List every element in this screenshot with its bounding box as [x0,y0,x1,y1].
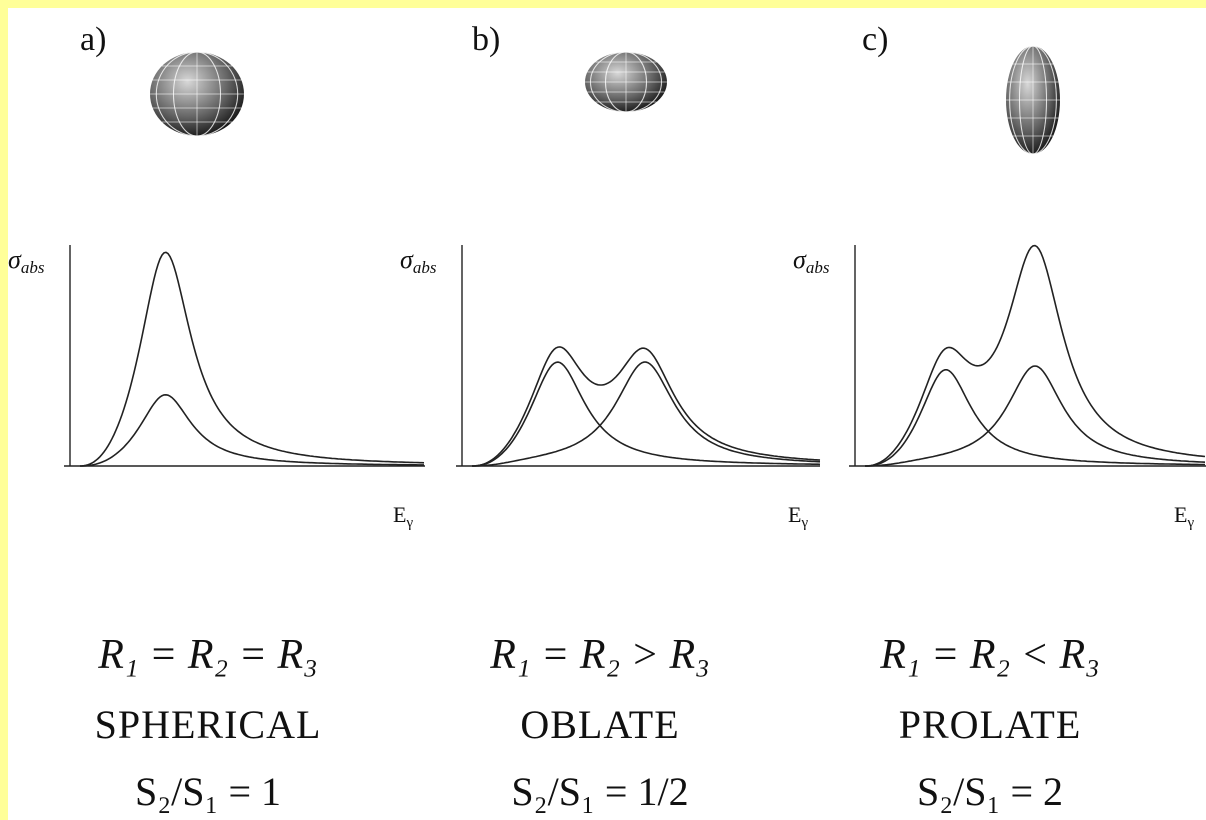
x-axis-subscript: γ [1186,515,1194,531]
y-axis-symbol: σ [8,245,22,274]
shape-meridian [155,51,239,137]
panel: c) σabs Eγ R₁ = R₂ < R₃ PROLATE S₂/S₁ = 2 [793,21,1206,814]
panel-label: c) [862,21,888,58]
relation: R₁ = R₂ < R₃ [879,632,1099,678]
y-axis-symbol: σ [400,245,414,274]
x-axis-symbol: E [393,502,406,527]
component-curve [865,369,1205,467]
component-curve [80,393,424,467]
panel-label: b) [472,21,500,58]
shape-meridian [1009,45,1057,155]
shape-name: SPHERICAL [95,702,322,747]
component-curve [472,361,821,467]
y-axis-symbol: σ [793,245,807,274]
x-axis-label: Eγ [393,502,413,531]
relation: R₁ = R₂ = R₃ [97,632,317,678]
panel-label: a) [80,21,106,58]
relation: R₁ = R₂ > R₃ [489,632,709,678]
y-axis-subscript: abs [21,258,45,277]
shape-name: PROLATE [899,702,1082,747]
x-axis-label: Eγ [788,502,808,531]
y-axis-subscript: abs [806,258,830,277]
figure-background [8,8,1206,820]
x-axis-label: Eγ [1174,502,1194,531]
x-axis-symbol: E [788,502,801,527]
component-curve [865,365,1206,467]
shape-name: OBLATE [520,702,679,747]
shapes [150,45,1060,155]
y-axis-subscript: abs [413,258,437,277]
ratio: S₂/S₁ = 2 [917,769,1063,814]
x-axis-subscript: γ [800,515,808,531]
y-axis-label: σabs [793,245,830,277]
x-axis-subscript: γ [405,515,413,531]
ratio: S₂/S₁ = 1 [135,769,281,814]
total-curve [864,244,1206,467]
y-axis-label: σabs [400,245,437,277]
y-axis-label: σabs [8,245,45,277]
ratio: S₂/S₁ = 1/2 [511,769,688,814]
component-curve [472,361,821,467]
total-curve [79,251,425,467]
x-axis-symbol: E [1174,502,1187,527]
total-curve [472,346,821,467]
shape-meridian [589,51,663,113]
